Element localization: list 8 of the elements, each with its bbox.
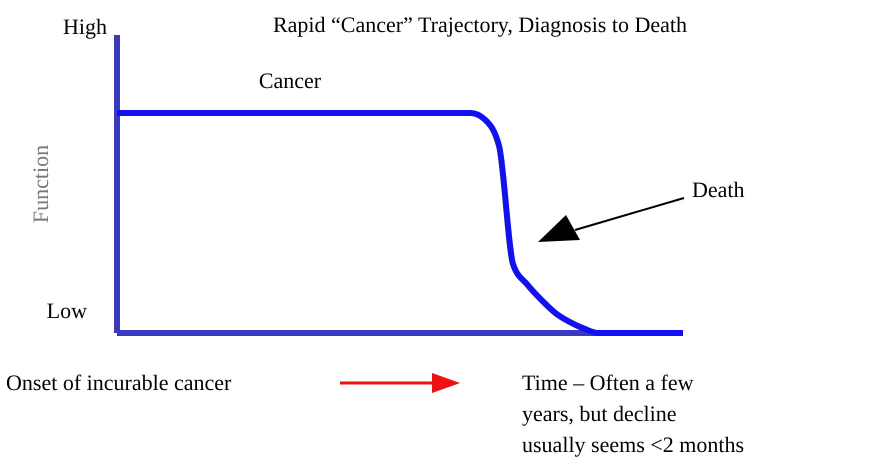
text: Time – Often a few years, but decline usually seems <2 months (522, 370, 744, 457)
text: Death (692, 177, 745, 202)
series-label: Cancer (258, 68, 322, 93)
text: High (63, 14, 107, 39)
text: Low (46, 298, 88, 323)
text: Onset of incurable cancer (6, 370, 232, 395)
chart-title: Rapid “Cancer” Trajectory, Diagnosis to Death (272, 12, 688, 37)
y-axis-title: Function (28, 144, 53, 224)
